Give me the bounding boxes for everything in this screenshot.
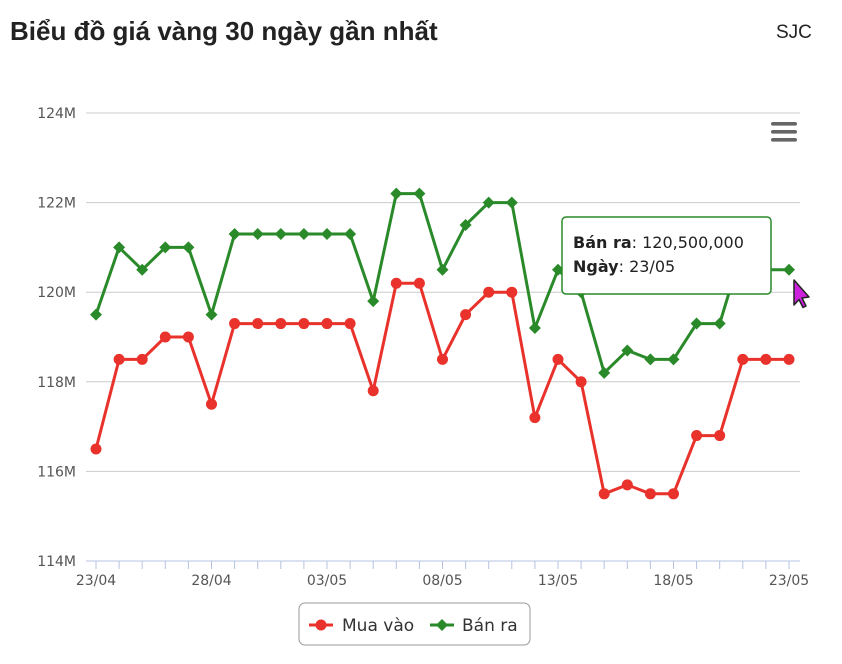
data-point[interactable]	[668, 488, 679, 500]
legend-box	[298, 602, 531, 646]
legend-buy-marker	[315, 619, 327, 631]
data-point[interactable]	[783, 263, 795, 276]
data-point[interactable]	[367, 385, 379, 397]
tooltip-date-label: Ngày	[573, 257, 619, 276]
data-point[interactable]	[552, 263, 564, 276]
y-tick-label: 124M	[37, 106, 76, 122]
data-point[interactable]	[413, 187, 426, 200]
x-tick-label: 13/05	[538, 573, 578, 589]
data-point[interactable]	[90, 308, 102, 321]
data-point[interactable]	[159, 331, 171, 343]
data-point[interactable]	[90, 443, 102, 455]
data-point[interactable]	[228, 227, 241, 240]
data-point[interactable]	[552, 353, 564, 365]
data-point[interactable]	[136, 353, 148, 365]
data-point[interactable]	[436, 263, 449, 276]
chart-title: Biểu đồ giá vàng 30 ngày gần nhất	[10, 16, 438, 46]
data-point[interactable]	[690, 317, 703, 330]
y-axis-ticks: 114M 116M 118M 120M 122M 124M	[37, 106, 76, 570]
data-point[interactable]	[182, 331, 194, 343]
data-point[interactable]	[460, 309, 472, 321]
data-point[interactable]	[621, 344, 634, 357]
tooltip-value: 120,500,000	[642, 233, 744, 252]
data-point[interactable]	[344, 227, 357, 240]
data-point[interactable]	[760, 353, 772, 365]
data-point[interactable]	[113, 241, 126, 254]
tooltip-series-label: Bán ra	[573, 233, 632, 252]
data-point[interactable]	[182, 241, 195, 254]
data-point[interactable]	[206, 398, 217, 410]
x-tick-label: 18/05	[653, 573, 693, 589]
data-point[interactable]	[298, 318, 310, 330]
tooltip-line-1: Bán ra: 120,500,000	[573, 233, 744, 252]
data-point[interactable]	[506, 286, 518, 298]
data-point[interactable]	[437, 353, 448, 365]
data-point[interactable]	[644, 488, 656, 500]
x-tick-label: 23/04	[76, 573, 116, 589]
tooltip-line-2: Ngày: 23/05	[573, 257, 675, 276]
tooltip-date-value: 23/05	[629, 257, 675, 276]
data-point[interactable]	[159, 241, 172, 254]
y-tick-label: 122M	[37, 196, 76, 212]
x-tick-label: 03/05	[307, 573, 347, 589]
data-point[interactable]	[390, 187, 403, 200]
data-point[interactable]	[413, 277, 425, 289]
data-point[interactable]	[297, 227, 310, 240]
data-point[interactable]	[713, 317, 726, 330]
legend: Mua vào Bán ra	[298, 602, 531, 646]
x-tick-label: 23/05	[769, 573, 809, 589]
data-point[interactable]	[459, 219, 472, 231]
legend-item-sell[interactable]: Bán ra	[430, 616, 518, 636]
brand-label: SJC	[776, 22, 812, 43]
legend-buy-label: Mua vào	[342, 616, 414, 636]
menu-button[interactable]	[766, 116, 802, 146]
legend-sell-marker	[436, 619, 448, 631]
x-axis-ticks: 23/04 28/04 03/05 08/05 13/05 18/05 23/05	[76, 561, 809, 589]
data-point[interactable]	[252, 318, 264, 330]
series-line	[94, 281, 789, 496]
y-tick-label: 114M	[37, 554, 76, 570]
data-point[interactable]	[667, 353, 680, 366]
data-point[interactable]	[644, 353, 657, 366]
data-point[interactable]	[783, 353, 795, 365]
data-point[interactable]	[205, 308, 218, 321]
data-point[interactable]	[505, 196, 518, 209]
tooltip: Bán ra: 120,500,000 Ngày: 23/05	[561, 216, 772, 295]
data-point[interactable]	[275, 318, 287, 330]
data-point[interactable]	[251, 227, 264, 240]
tooltip-box	[561, 216, 772, 295]
data-point[interactable]	[321, 227, 333, 240]
data-point[interactable]	[321, 318, 333, 330]
data-point[interactable]	[390, 277, 402, 289]
y-tick-label: 120M	[37, 285, 76, 301]
mouse-pointer-icon	[793, 279, 810, 309]
x-tick-label: 08/05	[422, 573, 462, 589]
y-tick-label: 116M	[37, 464, 76, 480]
data-point[interactable]	[113, 353, 125, 365]
data-point[interactable]	[528, 322, 541, 335]
data-point[interactable]	[691, 430, 703, 442]
data-point[interactable]	[483, 286, 495, 298]
data-point[interactable]	[229, 318, 241, 330]
data-point[interactable]	[714, 430, 726, 442]
data-point[interactable]	[136, 263, 149, 276]
x-tick-label: 28/04	[191, 573, 231, 589]
legend-item-buy[interactable]: Mua vào	[309, 616, 414, 636]
data-point[interactable]	[621, 479, 633, 491]
series-buy	[90, 277, 795, 500]
hamburger-menu-icon	[771, 122, 797, 142]
data-point[interactable]	[367, 295, 380, 308]
data-point[interactable]	[598, 366, 611, 379]
y-tick-label: 118M	[37, 375, 76, 391]
data-point[interactable]	[575, 376, 587, 388]
data-point[interactable]	[598, 488, 610, 500]
data-point[interactable]	[737, 353, 749, 365]
data-point[interactable]	[529, 412, 541, 424]
data-point[interactable]	[344, 318, 356, 330]
legend-sell-label: Bán ra	[462, 616, 518, 636]
data-point[interactable]	[274, 227, 287, 240]
series-layer	[90, 187, 795, 500]
data-point[interactable]	[482, 196, 495, 209]
